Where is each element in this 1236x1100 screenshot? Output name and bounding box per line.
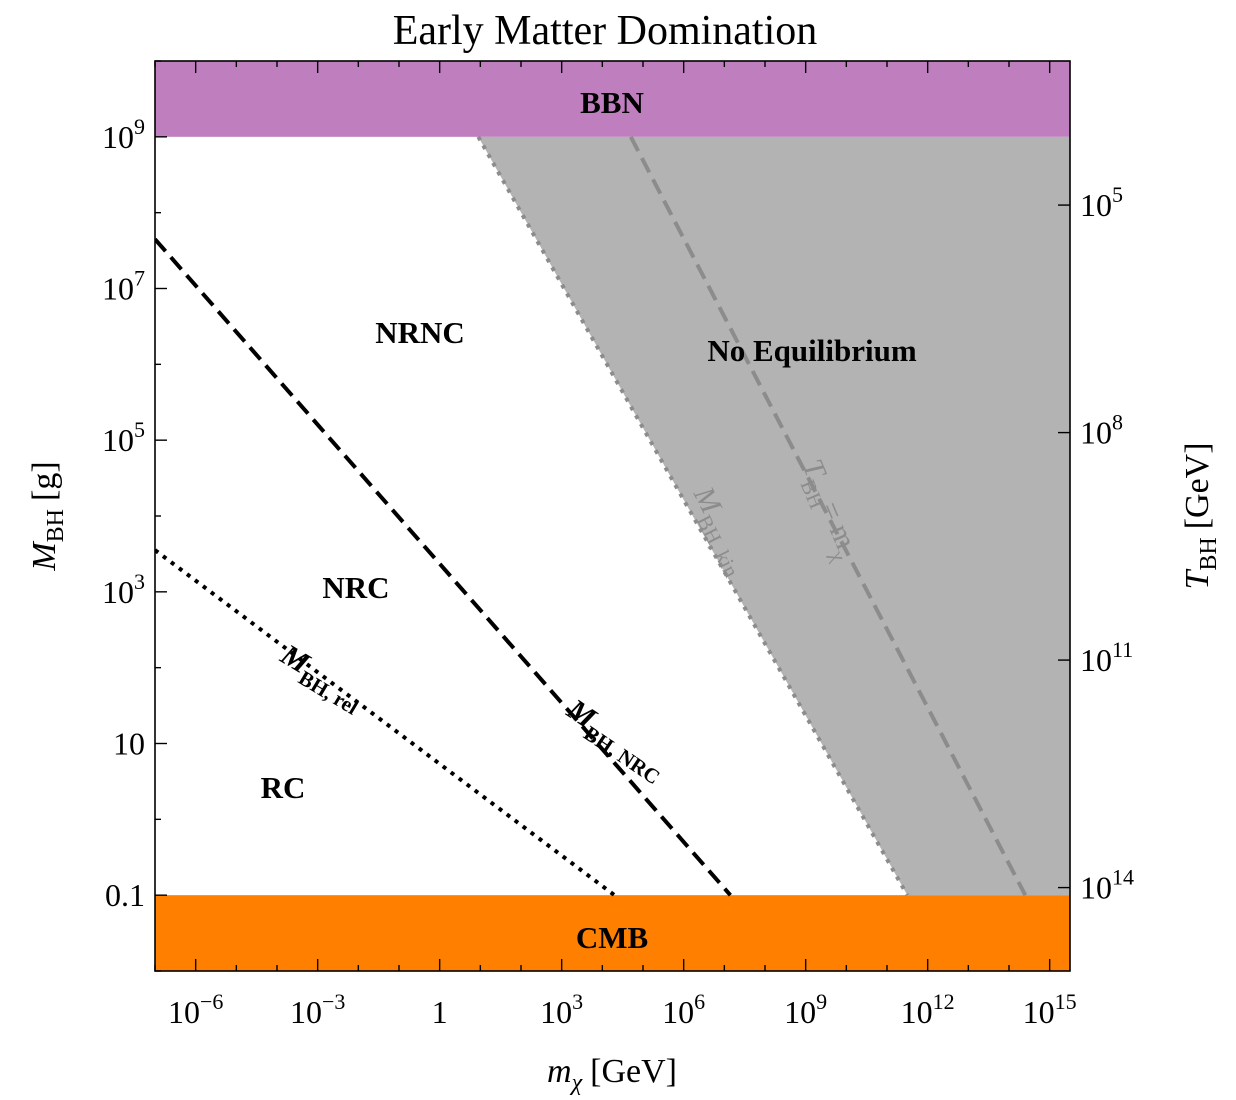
y-tick-label: 103 [102,569,145,610]
y-tick-label: 109 [102,114,145,155]
x-tick-label: 1012 [901,989,955,1030]
x-tick-label: 1 [432,994,448,1030]
y-tick-label: 107 [102,266,145,307]
region-label-no-equilibrium: No Equilibrium [707,333,916,368]
chart-title: Early Matter Domination [393,8,818,54]
series-line-m-bh-nrc [155,237,732,897]
x-tick-label: 10−6 [168,989,223,1030]
y-tick-label: 10 [113,726,145,762]
cmb-band [155,895,1070,971]
x-tick-label: 109 [784,989,827,1030]
no-equilibrium-region [478,136,1070,896]
bbn-band [155,61,1070,137]
y2-tick-label: 1011 [1080,637,1133,678]
x-tick-label: 106 [662,989,705,1030]
region-label-rc: RC [261,770,306,805]
region-label-nrnc: NRNC [375,315,465,350]
y2-tick-label: 108 [1080,410,1123,451]
bbn-label: BBN [580,85,644,120]
region-label-nrc: NRC [322,570,389,605]
y2-tick-label: 105 [1080,182,1123,223]
y2-tick-label: 1014 [1080,865,1134,906]
y-tick-label: 0.1 [105,877,145,913]
x-tick-label: 103 [540,989,583,1030]
x-axis-title: mχ [GeV] [547,1053,677,1096]
cmb-label: CMB [576,920,648,955]
y-axis-title: MBH[g] [26,461,69,571]
y-tick-label: 105 [102,417,145,458]
y2-axis-title: TBH[GeV] [1179,442,1222,589]
x-tick-label: 1015 [1023,989,1077,1030]
x-tick-label: 10−3 [290,989,345,1030]
plot-frame [154,60,1071,972]
